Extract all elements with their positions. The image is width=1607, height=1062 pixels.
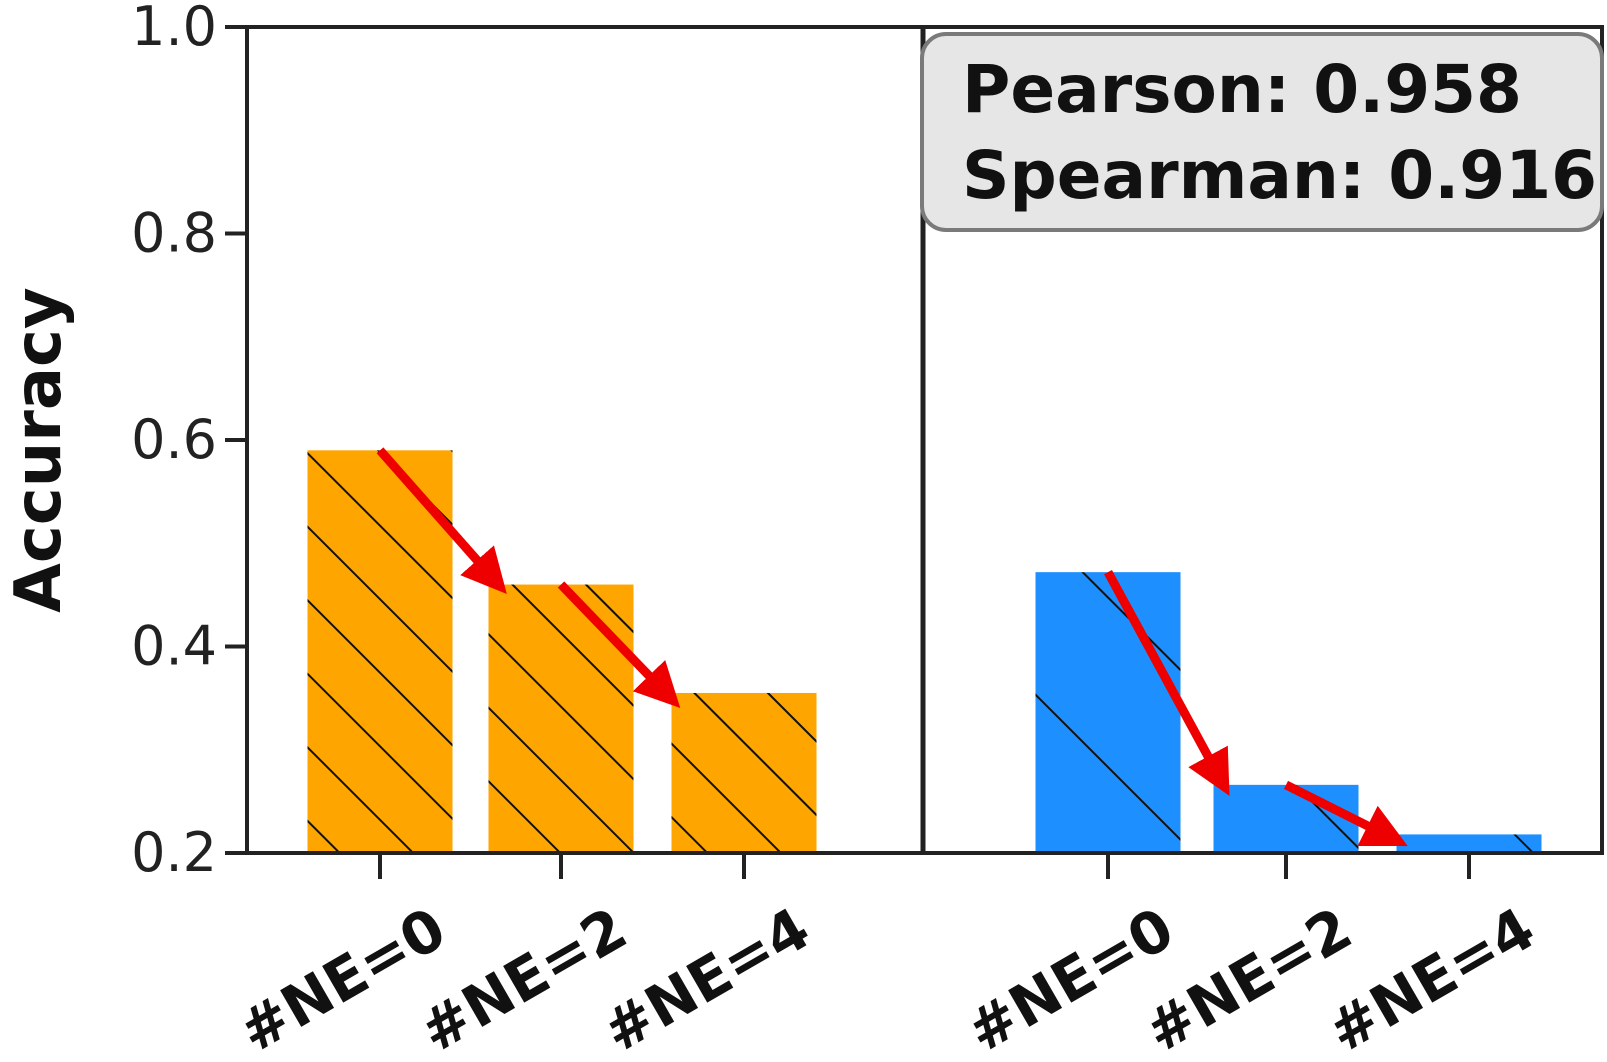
x-category-label-panel2-2: #NE=4 (1317, 894, 1546, 1062)
bar-panel1-0 (307, 450, 453, 853)
y-tick-label-3: 0.8 (131, 202, 217, 265)
y-tick-label-2: 0.6 (131, 408, 217, 471)
x-category-label-panel1-0: #NE=0 (228, 894, 457, 1062)
trend-arrow-panel2-1 (1283, 780, 1408, 847)
x-category-label-panel1-2: #NE=4 (592, 894, 821, 1062)
y-tick-label-4: 1.0 (131, 0, 217, 58)
annotation-box-background (920, 32, 1604, 232)
trend-arrows-layer (376, 447, 1408, 847)
bar-panel1-1 (488, 584, 634, 853)
bar-panel2-2 (1396, 834, 1542, 853)
spearman-label: Spearman: 0.916 (962, 137, 1597, 214)
x-category-label-panel1-1: #NE=2 (409, 894, 638, 1062)
x-category-label-panel2-1: #NE=2 (1134, 894, 1363, 1062)
y-tick-label-1: 0.4 (131, 615, 217, 678)
bar-panel2-1 (1213, 784, 1359, 853)
y-axis-label: Accuracy (2, 287, 76, 612)
y-tick-label-0: 0.2 (131, 821, 217, 884)
bar-panel1-2 (671, 692, 817, 853)
trend-arrow-panel2-0 (1104, 570, 1230, 796)
trend-arrow-panel1-1 (557, 581, 681, 709)
pearson-label: Pearson: 0.958 (962, 51, 1522, 128)
bar-panel2-0 (1035, 572, 1181, 853)
correlation-annotation: Pearson: 0.958 Spearman: 0.916 (920, 32, 1604, 232)
trend-arrow-panel1-0 (376, 447, 507, 594)
